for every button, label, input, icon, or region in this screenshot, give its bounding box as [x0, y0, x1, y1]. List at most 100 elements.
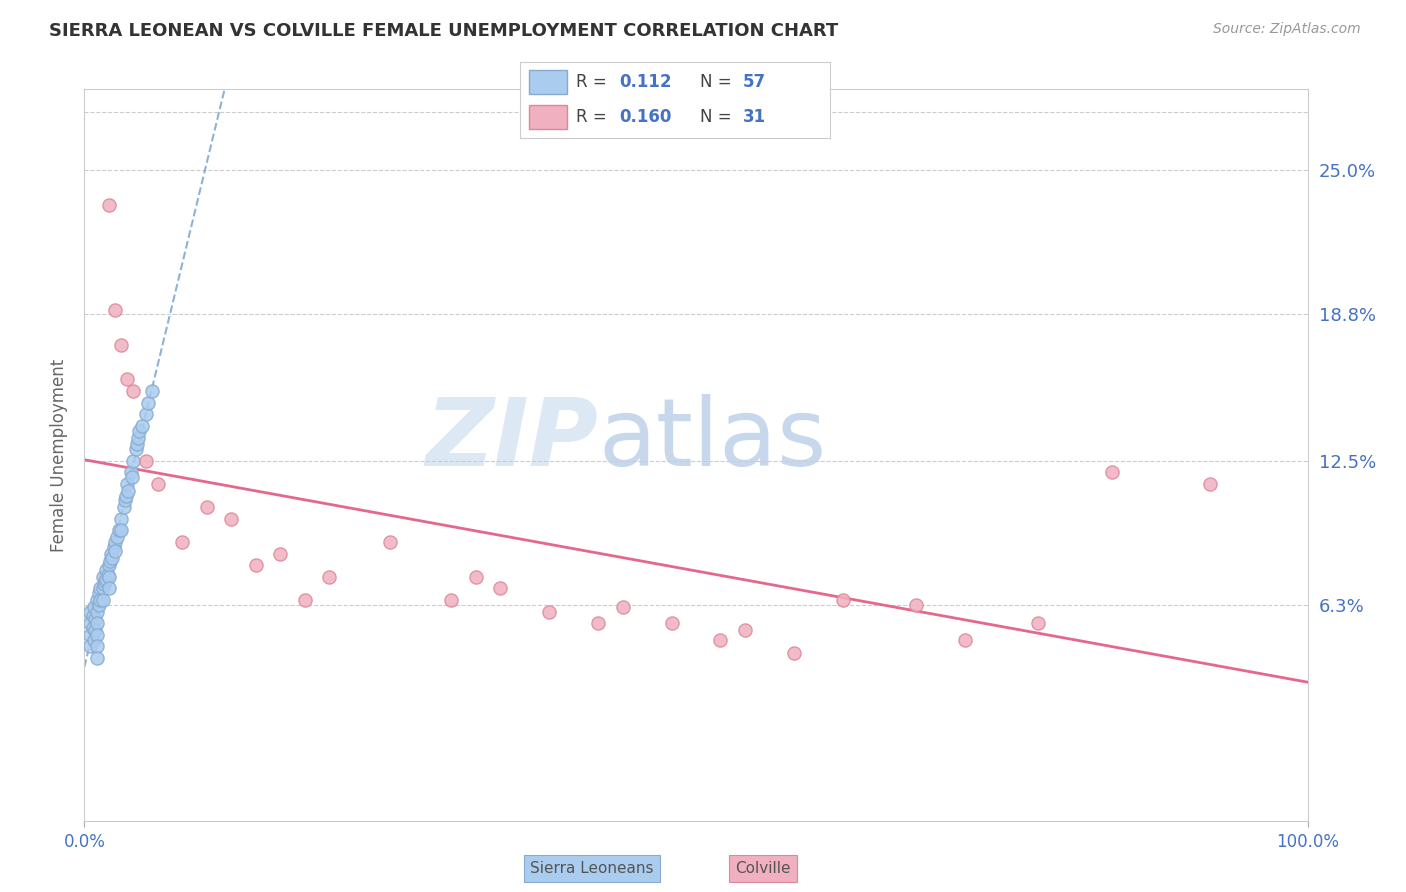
- Point: [79, 640, 101, 654]
- Point: [97, 198, 120, 212]
- Point: [94, 574, 117, 589]
- Point: [586, 616, 609, 631]
- Point: [110, 512, 132, 526]
- Point: [105, 530, 128, 544]
- Point: [953, 632, 976, 647]
- Point: [86, 628, 108, 642]
- Point: [86, 593, 108, 607]
- Text: N =: N =: [700, 108, 737, 126]
- Point: [91, 593, 114, 607]
- Point: [1028, 616, 1050, 631]
- Point: [101, 551, 124, 566]
- Text: 31: 31: [742, 108, 766, 126]
- Point: [86, 640, 108, 654]
- Point: [86, 605, 108, 619]
- Point: [87, 598, 110, 612]
- Point: [84, 612, 107, 626]
- Text: ZIP: ZIP: [425, 394, 598, 486]
- Point: [98, 553, 121, 567]
- Point: [734, 624, 756, 638]
- Point: [831, 593, 853, 607]
- Point: [79, 628, 101, 642]
- Point: [83, 600, 105, 615]
- Bar: [530, 105, 567, 129]
- Point: [141, 384, 163, 398]
- Point: [136, 395, 159, 409]
- Point: [905, 598, 928, 612]
- Point: [783, 647, 806, 661]
- Text: 0.160: 0.160: [619, 108, 672, 126]
- Point: [245, 558, 267, 573]
- Point: [1198, 477, 1220, 491]
- Text: R =: R =: [576, 108, 612, 126]
- Point: [120, 466, 142, 480]
- Text: Sierra Leoneans: Sierra Leoneans: [530, 861, 654, 876]
- Point: [110, 337, 132, 351]
- Point: [97, 558, 120, 573]
- Text: Colville: Colville: [735, 861, 792, 876]
- Point: [115, 489, 138, 503]
- Point: [440, 593, 463, 607]
- Point: [103, 540, 125, 554]
- Point: [97, 582, 120, 596]
- Point: [117, 483, 139, 498]
- Point: [172, 535, 194, 549]
- Point: [104, 302, 127, 317]
- Point: [82, 621, 104, 635]
- Text: N =: N =: [700, 73, 737, 91]
- Point: [89, 582, 111, 596]
- Point: [380, 535, 402, 549]
- Point: [114, 493, 136, 508]
- Point: [86, 651, 108, 665]
- Text: 0.112: 0.112: [619, 73, 672, 91]
- Text: atlas: atlas: [598, 394, 827, 486]
- Point: [104, 535, 127, 549]
- Point: [135, 407, 157, 421]
- Point: [84, 624, 107, 638]
- Text: R =: R =: [576, 73, 612, 91]
- Point: [96, 572, 118, 586]
- Point: [489, 582, 512, 596]
- Point: [1101, 466, 1123, 480]
- Point: [86, 616, 108, 631]
- Point: [79, 605, 101, 619]
- Point: [110, 524, 132, 538]
- Point: [661, 616, 683, 631]
- Point: [100, 547, 122, 561]
- Point: [131, 418, 153, 433]
- Point: [115, 372, 138, 386]
- Point: [121, 470, 143, 484]
- Point: [93, 576, 115, 591]
- Point: [115, 477, 138, 491]
- Point: [97, 567, 120, 582]
- Point: [269, 547, 291, 561]
- Point: [89, 593, 111, 607]
- Point: [82, 609, 104, 624]
- Text: Source: ZipAtlas.com: Source: ZipAtlas.com: [1213, 22, 1361, 37]
- Point: [107, 524, 129, 538]
- Point: [83, 632, 105, 647]
- Point: [538, 605, 561, 619]
- Point: [87, 586, 110, 600]
- Point: [96, 563, 118, 577]
- Point: [612, 600, 634, 615]
- Bar: [530, 70, 567, 95]
- Point: [125, 442, 148, 456]
- Point: [128, 424, 150, 438]
- Point: [127, 430, 149, 444]
- Text: SIERRA LEONEAN VS COLVILLE FEMALE UNEMPLOYMENT CORRELATION CHART: SIERRA LEONEAN VS COLVILLE FEMALE UNEMPL…: [49, 22, 838, 40]
- Point: [91, 582, 114, 596]
- Text: 57: 57: [742, 73, 766, 91]
- Point: [122, 454, 145, 468]
- Point: [79, 616, 101, 631]
- Point: [135, 454, 157, 468]
- Point: [219, 512, 242, 526]
- Point: [318, 570, 340, 584]
- Point: [104, 544, 127, 558]
- Point: [112, 500, 135, 515]
- Point: [97, 570, 120, 584]
- Point: [122, 384, 145, 398]
- Point: [709, 632, 731, 647]
- Point: [294, 593, 316, 607]
- Point: [146, 477, 169, 491]
